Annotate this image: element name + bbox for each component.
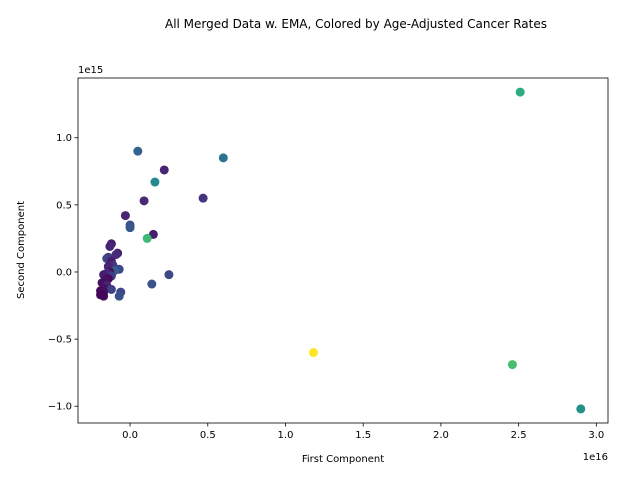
x-tick-label: 3.0 (588, 430, 604, 441)
data-point-40 (97, 290, 107, 300)
data-point-42 (147, 279, 157, 289)
x-tick-label: 0.5 (200, 430, 216, 441)
x-axis-label: First Component (302, 454, 384, 465)
y-tick-label: 0.0 (56, 267, 72, 278)
data-point-4 (150, 177, 160, 187)
data-point-3 (159, 165, 169, 175)
y-tick-label: 0.5 (56, 200, 72, 211)
y-axis-label: Second Component (16, 201, 27, 299)
data-point-1 (218, 153, 228, 163)
data-point-15 (111, 250, 121, 260)
x-axis-ticks: 0.0 0.5 1.0 1.5 2.0 2.5 3.0 (122, 423, 604, 441)
data-point-7 (120, 211, 130, 221)
x-tick-label: 1.0 (278, 430, 294, 441)
data-point-41 (164, 270, 174, 280)
plot-frame (77, 77, 609, 424)
data-point-6 (139, 196, 149, 206)
data-point-9 (125, 223, 135, 233)
x-tick-label: 0.0 (122, 430, 138, 441)
data-point-45 (576, 404, 586, 414)
y-axis-ticks: −1.0 −0.5 0.0 0.5 1.0 (48, 133, 78, 413)
x-tick-label: 1.5 (355, 430, 371, 441)
data-point-39 (114, 291, 124, 301)
y-tick-label: 1.0 (56, 133, 72, 144)
y-tick-label: −0.5 (48, 335, 72, 346)
data-point-2 (133, 146, 143, 156)
data-point-11 (142, 233, 152, 243)
x-tick-label: 2.5 (511, 430, 527, 441)
x-tick-label: 2.0 (433, 430, 449, 441)
data-point-43 (308, 348, 318, 358)
data-point-32 (106, 284, 116, 294)
x-axis-offset-label: 1e16 (583, 452, 608, 463)
data-point-0 (515, 87, 525, 97)
chart-title: All Merged Data w. EMA, Colored by Age-A… (165, 17, 547, 31)
data-point-13 (105, 241, 115, 251)
points-layer (96, 87, 586, 414)
y-tick-label: −1.0 (48, 402, 72, 413)
data-point-44 (507, 360, 517, 370)
y-axis-offset-label: 1e15 (78, 65, 103, 76)
data-point-5 (198, 193, 208, 203)
